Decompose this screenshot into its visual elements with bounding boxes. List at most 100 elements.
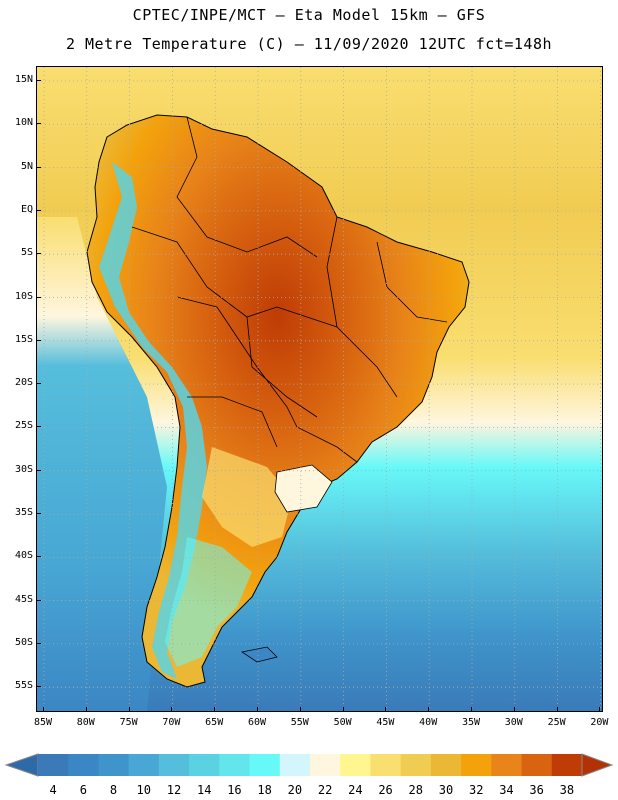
colorbar-swatch: [158, 754, 190, 776]
lon-label: 60W: [247, 717, 267, 728]
colorbar-swatch: [68, 754, 99, 776]
lat-tick: [36, 686, 41, 688]
colorbar-label: 6: [79, 783, 87, 797]
lon-tick: [171, 707, 173, 712]
colorbar-swatch: [340, 754, 371, 776]
lon-label: 25W: [547, 717, 566, 728]
pampas-mild: [202, 447, 292, 547]
colorbar-label: 10: [136, 783, 151, 797]
andes-cold-band: [99, 162, 207, 679]
lon-label: 45W: [376, 717, 395, 728]
colorbar-label: 4: [49, 783, 57, 797]
lon-label: 65W: [205, 717, 224, 728]
patagonia-cool: [165, 537, 252, 667]
colorbar-label: 32: [468, 783, 484, 797]
lat-label: 15N: [14, 74, 33, 85]
colorbar-swatch: [219, 754, 251, 776]
colorbar-swatch: [310, 754, 341, 776]
colorbar-over-arrow: [581, 753, 614, 777]
lat-label: 55S: [14, 680, 33, 692]
lat-lon-grid: [37, 67, 602, 711]
lon-label: 85W: [33, 717, 53, 728]
lat-tick: [36, 296, 41, 298]
colorbar-under-arrow: [4, 753, 39, 777]
colorbar-label: 14: [196, 783, 212, 797]
lat-tick: [36, 426, 41, 428]
lon-tick: [128, 707, 130, 712]
lat-tick: [36, 339, 41, 341]
colorbar-label: 24: [348, 783, 363, 797]
lon-tick: [342, 707, 344, 712]
colorbar-label: 34: [499, 783, 514, 797]
map-canvas: [37, 67, 602, 711]
lat-tick: [36, 383, 41, 385]
map-subtitle: 2 Metre Temperature (C) – 11/09/2020 12U…: [65, 35, 553, 53]
lat-label: 10N: [14, 117, 33, 129]
colorbar-label: 12: [166, 783, 182, 797]
lon-label: 55W: [290, 717, 309, 728]
lat-label: 5S: [20, 247, 33, 259]
colorbar-swatch: [128, 754, 160, 776]
colorbar-swatch: [38, 754, 69, 776]
colorbar-label: 36: [529, 783, 544, 797]
colorbar-swatch: [189, 754, 220, 776]
colorbar-label: 28: [408, 783, 423, 797]
colorbar-swatch: [461, 754, 492, 776]
lon-label: 75W: [119, 717, 138, 728]
lon-tick: [599, 707, 601, 712]
lat-tick: [36, 166, 41, 168]
lat-tick: [36, 469, 41, 471]
lon-label: 20W: [590, 717, 609, 728]
lat-label: 5N: [20, 160, 33, 172]
lon-label: 35W: [461, 717, 481, 728]
lat-label: 30S: [14, 463, 33, 475]
lon-tick: [428, 707, 430, 712]
colorbar-label: 20: [287, 783, 303, 797]
colorbar-label: 22: [317, 783, 333, 797]
colorbar-swatch: [551, 754, 583, 776]
lat-label: 45S: [14, 593, 33, 605]
lat-tick: [36, 556, 41, 558]
colorbar-swatch: [279, 754, 311, 776]
lat-label: 40S: [14, 550, 33, 562]
lat-label: 20S: [14, 377, 33, 389]
lat-tick: [36, 80, 41, 81]
lon-tick: [214, 707, 216, 712]
colorbar-label: 8: [109, 783, 118, 797]
lat-tick: [36, 209, 41, 211]
lon-label: 50W: [333, 717, 352, 728]
temperature-colorbar: [4, 753, 614, 777]
colorbar-label: 18: [257, 783, 272, 797]
lon-tick: [471, 707, 472, 712]
lat-tick: [36, 123, 41, 125]
lat-label: 35S: [14, 507, 33, 518]
lat-label: 50S: [14, 636, 33, 648]
country-borders: [131, 116, 448, 463]
colorbar-swatch: [521, 754, 553, 776]
colorbar-label: 16: [227, 783, 242, 797]
colorbar-swatch: [400, 754, 432, 776]
colorbar-swatch: [98, 754, 130, 776]
colorbar-label: 38: [559, 783, 575, 797]
lat-tick: [36, 599, 41, 601]
lat-label: 15S: [14, 333, 33, 345]
map-title: CPTEC/INPE/MCT – Eta Model 15km – GFS: [132, 6, 486, 24]
lat-label: 10S: [14, 290, 33, 302]
lat-tick: [36, 513, 41, 514]
colorbar-label: 30: [438, 783, 454, 797]
lon-label: 70W: [162, 717, 181, 728]
lat-tick: [36, 642, 41, 644]
lon-label: 80W: [76, 717, 95, 728]
lon-tick: [513, 707, 515, 712]
lon-tick: [257, 707, 258, 712]
colorbar-swatch: [249, 754, 281, 776]
lon-label: 30W: [504, 717, 523, 728]
lon-tick: [385, 707, 387, 712]
temperature-map: [36, 66, 603, 712]
lon-tick: [299, 707, 301, 712]
colorbar-label: 26: [378, 783, 393, 797]
lat-label: EQ: [20, 203, 33, 215]
lon-tick: [85, 707, 87, 712]
colorbar-swatch: [491, 754, 523, 776]
lon-label: 40W: [419, 717, 438, 728]
